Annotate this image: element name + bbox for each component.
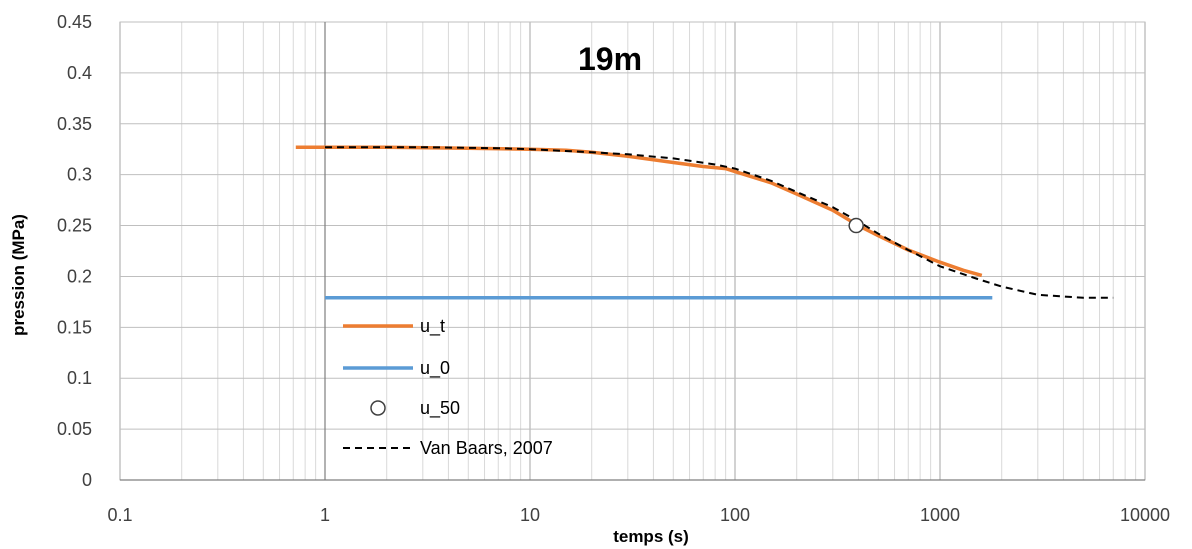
series-u-50-marker — [848, 217, 864, 234]
y-tick-label: 0.45 — [57, 12, 92, 32]
axes: 0.1 1 10 100 1000 10000 0 0.05 0.1 0.15 0.2 0.25 0.3… — [57, 12, 1170, 525]
x-tick-label: 10000 — [1120, 505, 1170, 525]
y-axis-title: pression (MPa) — [9, 214, 28, 336]
legend-u-0-label: u_0 — [420, 358, 450, 379]
plot-area — [295, 145, 1114, 300]
legend-u-50-swatch — [370, 400, 386, 416]
series-u-t-line — [295, 145, 983, 278]
x-tick-label: 100 — [720, 505, 750, 525]
x-tick-label: 1000 — [920, 505, 960, 525]
legend-u-50-label: u_50 — [420, 398, 460, 419]
chart-title: 19m — [578, 41, 642, 77]
y-tick-label: 0.3 — [67, 165, 92, 185]
y-tick-label: 0.4 — [67, 63, 92, 83]
x-tick-label: 1 — [320, 505, 330, 525]
y-tick-label: 0.35 — [57, 114, 92, 134]
x-axis-title: temps (s) — [613, 527, 689, 546]
y-tick-label: 0.2 — [67, 266, 92, 286]
x-tick-label: 10 — [520, 505, 540, 525]
legend-van-baars-2007-label: Van Baars, 2007 — [420, 438, 553, 458]
x-tick-label: 0.1 — [107, 505, 132, 525]
y-tick-label: 0.05 — [57, 419, 92, 439]
grid — [119, 21, 1146, 481]
y-tick-label: 0.15 — [57, 317, 92, 337]
legend-u-t-label: u_t — [420, 316, 445, 337]
y-tick-label: 0 — [82, 470, 92, 490]
legend: u_t u_0 u_50 Van Baars, 2007 — [343, 316, 553, 458]
series-van-baars-2007-line — [325, 146, 1114, 299]
y-tick-label: 0.1 — [67, 368, 92, 388]
plot-border — [119, 21, 1146, 481]
y-tick-label: 0.25 — [57, 216, 92, 236]
